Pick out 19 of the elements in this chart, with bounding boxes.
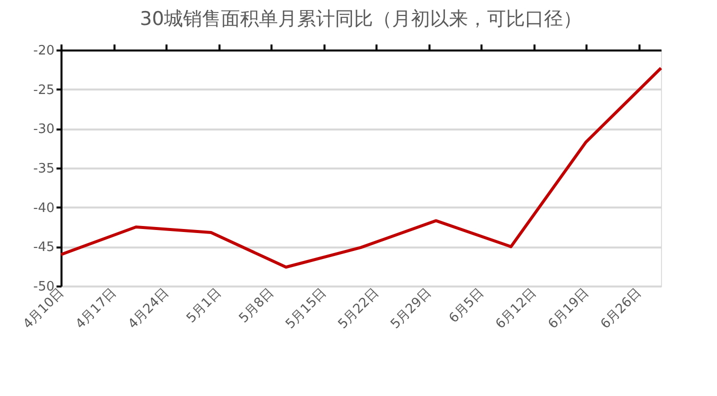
- y-tick-label: -25: [33, 82, 54, 98]
- x-tick-label: 5月29日: [388, 286, 435, 332]
- y-tick-label: -35: [33, 162, 54, 176]
- y-tick-label: -20: [33, 44, 54, 58]
- x-tick-label: 5月8日: [236, 286, 278, 326]
- chart-title: 30城销售面积单月累计同比（月初以来，可比口径）: [140, 8, 582, 30]
- x-tick-label: 4月17日: [73, 286, 120, 332]
- x-tick-label: 5月15日: [283, 286, 330, 332]
- x-tick-label: 6月19日: [546, 286, 592, 332]
- x-tick-label: 6月12日: [493, 286, 540, 332]
- y-tick-label: -45: [33, 240, 54, 256]
- y-tick-label: -30: [33, 122, 54, 138]
- y-tick-label: -40: [33, 200, 54, 216]
- x-tick-label: 5月1日: [184, 286, 225, 326]
- x-tick-label: 4月24日: [126, 286, 172, 332]
- line-series: [60, 66, 662, 269]
- x-tick-label: 6月5日: [446, 286, 488, 326]
- x-tick-label: 6月26日: [598, 286, 645, 332]
- x-tick-label: 5月22日: [336, 286, 382, 332]
